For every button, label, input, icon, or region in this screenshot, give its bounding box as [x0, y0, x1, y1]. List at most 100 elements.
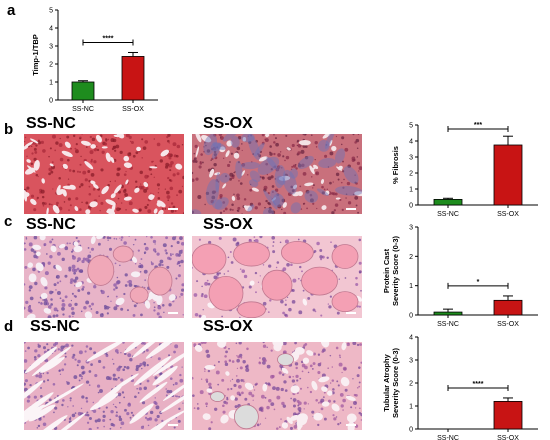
tissue-nucleus [105, 305, 110, 310]
tissue-nucleus [168, 156, 172, 160]
tissue-nucleus [273, 141, 276, 144]
tissue-texture [24, 134, 184, 214]
tissue-nucleus [236, 367, 239, 369]
tissue-nucleus [284, 239, 289, 244]
tissue-nucleus [67, 178, 70, 180]
tissue-nucleus [126, 309, 130, 312]
tissue-nucleus [257, 281, 260, 283]
tissue-nucleus [143, 386, 147, 391]
tissue-nucleus [271, 191, 274, 193]
y-axis-label: Tubular AtrophySeverity Score (0-3) [382, 347, 400, 418]
tissue-nucleus [265, 162, 269, 166]
tissue-nucleus [332, 181, 334, 183]
tissue-nucleus [71, 311, 75, 316]
tissue-nucleus [333, 209, 337, 212]
tissue-nucleus [193, 152, 196, 155]
tissue-nucleus [150, 173, 153, 176]
fibrosis-area [235, 160, 243, 179]
tubule-lumen [222, 183, 227, 189]
tissue-nucleus [266, 364, 271, 369]
y-tick-label: 0 [409, 313, 413, 320]
tissue-nucleus [323, 417, 327, 421]
tissue-nucleus [267, 311, 270, 314]
tubule-lumen [114, 184, 122, 194]
tubule-lumen [233, 152, 240, 159]
tissue-nucleus [239, 366, 243, 370]
tubule-lumen [49, 163, 54, 167]
tissue-nucleus [156, 183, 161, 187]
tissue-nucleus [298, 310, 303, 315]
tissue-nucleus [321, 185, 324, 189]
tissue-nucleus [317, 402, 320, 404]
fibrosis-area [249, 170, 261, 183]
tissue-nucleus [26, 186, 30, 190]
tissue-nucleus [157, 305, 162, 310]
tissue-nucleus [236, 196, 241, 201]
tissue-nucleus [99, 389, 103, 393]
tissue-nucleus [194, 144, 198, 148]
tissue-nucleus [120, 365, 123, 368]
tissue-nucleus [53, 307, 58, 312]
y-tick-label: 1 [409, 283, 413, 290]
tissue-nucleus [29, 296, 34, 301]
tissue-nucleus [156, 312, 160, 316]
tissue-nucleus [334, 192, 338, 196]
tissue-nucleus [297, 151, 301, 155]
tissue-nucleus [200, 153, 203, 156]
tissue-nucleus [294, 342, 297, 345]
tissue-nucleus [120, 352, 122, 354]
tissue-nucleus [93, 147, 98, 152]
tissue-nucleus [126, 281, 129, 283]
tubule-lumen [214, 172, 221, 176]
tissue-nucleus [356, 156, 359, 158]
tissue-nucleus [74, 276, 79, 280]
tissue-nucleus [312, 202, 315, 205]
tissue-nucleus [159, 259, 164, 264]
tissue-nucleus [248, 391, 253, 396]
tissue-nucleus [222, 201, 226, 204]
tissue-nucleus [134, 395, 137, 399]
tubule-lumen [346, 413, 357, 423]
tissue-nucleus [126, 412, 130, 416]
tissue-nucleus [295, 366, 298, 370]
tissue-nucleus [74, 147, 77, 150]
tissue-nucleus [279, 241, 282, 244]
tissue-nucleus [106, 353, 108, 356]
tissue-nucleus [172, 173, 176, 177]
tubule-lumen [31, 415, 68, 430]
tissue-nucleus [249, 202, 254, 207]
tissue-nucleus [161, 419, 164, 423]
tubule-lumen [130, 271, 141, 278]
scale-bar [346, 312, 356, 314]
tissue-nucleus [79, 163, 82, 166]
tubule-lumen [258, 156, 268, 162]
tissue-nucleus [291, 379, 296, 383]
tissue-nucleus [71, 413, 76, 418]
tissue-nucleus [335, 416, 338, 418]
tissue-nucleus [285, 134, 288, 137]
tissue-texture [192, 236, 362, 318]
tissue-nucleus [358, 366, 361, 369]
protein-cast [233, 241, 270, 267]
tissue-nucleus [88, 384, 91, 386]
tissue-nucleus [259, 357, 261, 359]
tubule-lumen [281, 422, 289, 429]
tissue-nucleus [181, 366, 183, 368]
tissue-nucleus [241, 149, 243, 152]
tissue-nucleus [44, 271, 49, 276]
tissue-nucleus [83, 305, 87, 310]
tissue-nucleus [40, 302, 42, 304]
tissue-nucleus [302, 172, 307, 176]
tissue-nucleus [320, 407, 324, 411]
tissue-nucleus [275, 142, 279, 147]
tissue-nucleus [134, 238, 137, 241]
image-label-b-right: SS-OX [203, 115, 253, 132]
tissue-nucleus [283, 380, 287, 384]
tissue-nucleus [192, 210, 195, 214]
tissue-nucleus [300, 208, 303, 210]
tubule-lumen [219, 146, 226, 153]
tissue-nucleus [71, 344, 74, 347]
tissue-nucleus [194, 160, 197, 162]
tissue-nucleus [270, 402, 275, 407]
tissue-nucleus [61, 403, 64, 407]
